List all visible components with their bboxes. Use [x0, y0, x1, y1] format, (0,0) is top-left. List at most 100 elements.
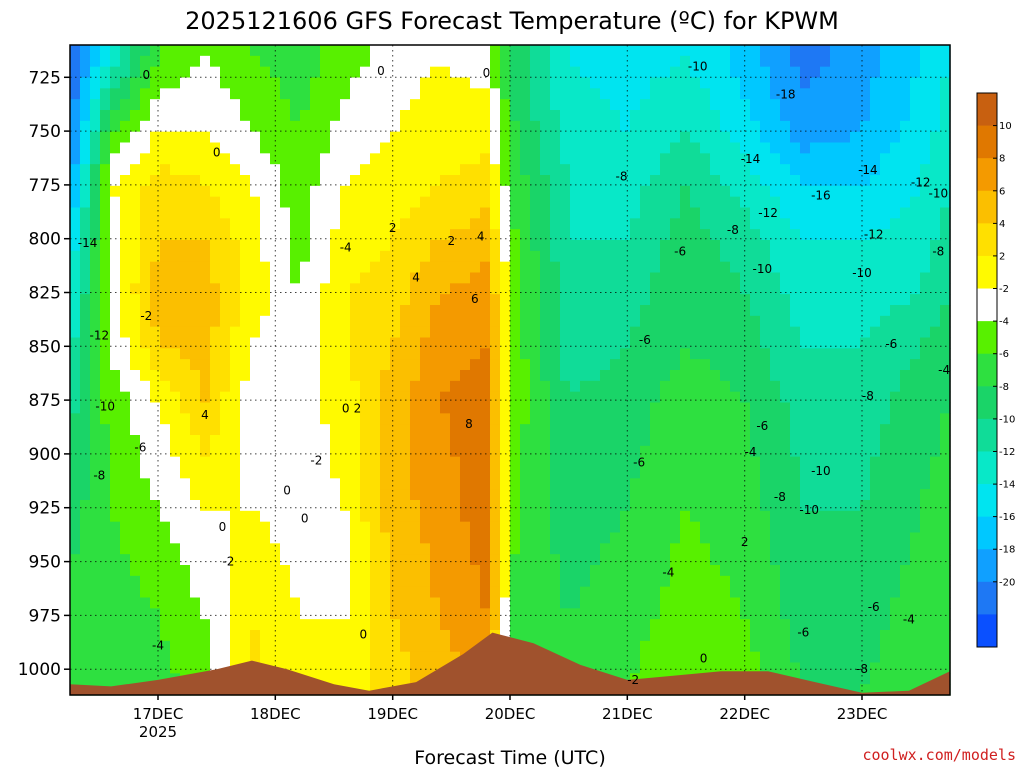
temperature-cell	[460, 489, 471, 501]
temperature-cell	[560, 489, 571, 501]
temperature-cell	[730, 142, 741, 154]
temperature-cell	[250, 272, 261, 284]
temperature-cell	[390, 608, 401, 620]
temperature-cell	[650, 88, 661, 100]
temperature-cell	[790, 229, 801, 241]
temperature-cell	[740, 66, 751, 79]
temperature-cell	[80, 348, 91, 360]
temperature-cell	[410, 337, 421, 349]
temperature-cell	[460, 380, 471, 393]
temperature-cell	[790, 521, 801, 534]
temperature-cell	[490, 489, 501, 501]
temperature-cell	[770, 489, 781, 501]
temperature-cell	[540, 110, 551, 122]
temperature-cell	[720, 66, 731, 79]
temperature-cell	[640, 77, 651, 89]
temperature-cell	[350, 435, 361, 447]
temperature-cell	[380, 554, 391, 566]
temperature-cell	[480, 131, 491, 144]
temperature-cell	[340, 261, 351, 274]
temperature-cell	[300, 229, 311, 241]
temperature-cell	[700, 640, 711, 653]
temperature-cell	[770, 120, 781, 133]
temperature-cell	[420, 110, 431, 122]
temperature-cell	[280, 391, 291, 404]
temperature-cell	[690, 435, 701, 447]
temperature-cell	[660, 337, 671, 349]
temperature-cell	[580, 250, 591, 263]
temperature-cell	[880, 120, 891, 133]
temperature-cell	[760, 218, 771, 230]
temperature-cell	[80, 359, 91, 371]
temperature-cell	[350, 630, 361, 642]
temperature-cell	[550, 250, 561, 263]
temperature-cell	[370, 608, 381, 620]
temperature-cell	[180, 45, 191, 57]
temperature-cell	[620, 185, 631, 198]
temperature-cell	[100, 229, 111, 241]
temperature-cell	[260, 196, 271, 209]
temperature-cell	[270, 326, 281, 339]
temperature-cell	[700, 597, 711, 609]
temperature-cell	[280, 66, 291, 79]
temperature-cell	[320, 478, 331, 490]
temperature-cell	[660, 315, 671, 328]
temperature-cell	[880, 305, 891, 317]
temperature-cell	[560, 99, 571, 111]
temperature-cell	[450, 185, 461, 198]
temperature-cell	[110, 565, 121, 577]
temperature-cell	[120, 337, 131, 349]
temperature-cell	[160, 131, 171, 144]
temperature-cell	[160, 478, 171, 490]
temperature-cell	[270, 380, 281, 393]
temperature-cell	[750, 510, 761, 523]
temperature-cell	[130, 185, 141, 198]
temperature-cell	[580, 164, 591, 176]
temperature-cell	[850, 554, 861, 566]
temperature-cell	[490, 413, 501, 425]
temperature-cell	[200, 45, 211, 57]
temperature-cell	[250, 510, 261, 523]
temperature-cell	[850, 196, 861, 209]
temperature-cell	[730, 424, 741, 436]
temperature-cell	[190, 45, 201, 57]
temperature-cell	[700, 261, 711, 274]
temperature-cell	[630, 478, 641, 490]
temperature-cell	[610, 489, 621, 501]
temperature-cell	[240, 565, 251, 577]
temperature-cell	[720, 88, 731, 100]
temperature-cell	[850, 153, 861, 165]
temperature-cell	[210, 55, 221, 68]
temperature-cell	[760, 229, 771, 241]
temperature-cell	[590, 110, 601, 122]
temperature-cell	[480, 413, 491, 425]
temperature-cell	[410, 543, 421, 555]
temperature-cell	[80, 640, 91, 653]
temperature-cell	[580, 99, 591, 111]
temperature-cell	[190, 597, 201, 609]
temperature-cell	[570, 250, 581, 263]
temperature-cell	[820, 370, 831, 382]
temperature-cell	[880, 207, 891, 219]
temperature-cell	[290, 305, 301, 317]
temperature-cell	[70, 131, 81, 144]
temperature-cell	[720, 196, 731, 209]
temperature-cell	[300, 185, 311, 198]
temperature-cell	[470, 445, 481, 458]
temperature-cell	[500, 445, 511, 458]
temperature-cell	[830, 55, 841, 68]
temperature-cell	[390, 99, 401, 111]
temperature-cell	[70, 510, 81, 523]
temperature-cell	[510, 196, 521, 209]
temperature-cell	[70, 240, 81, 252]
temperature-cell	[340, 142, 351, 154]
temperature-cell	[200, 337, 211, 349]
temperature-cell	[630, 185, 641, 198]
temperature-cell	[710, 240, 721, 252]
temperature-cell	[760, 467, 771, 479]
temperature-cell	[330, 294, 341, 306]
temperature-cell	[600, 565, 611, 577]
temperature-cell	[170, 229, 181, 241]
temperature-cell	[100, 380, 111, 393]
temperature-cell	[390, 131, 401, 144]
